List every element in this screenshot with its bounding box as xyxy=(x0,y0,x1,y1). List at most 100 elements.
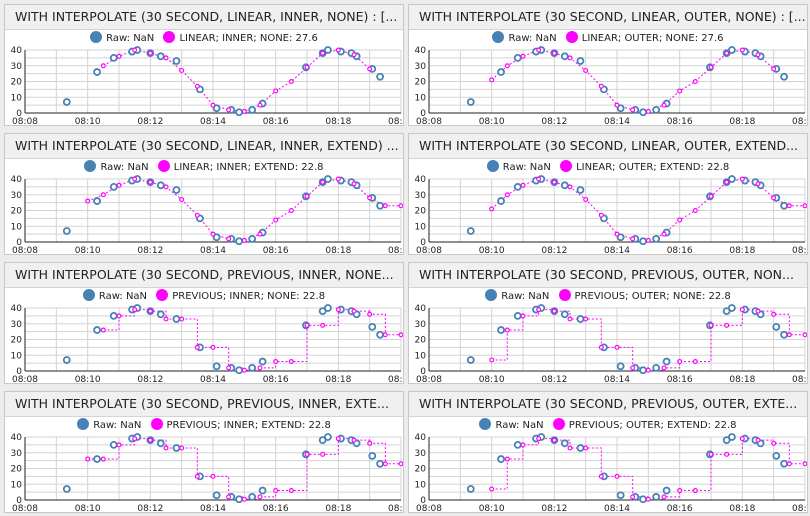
raw-point xyxy=(235,366,244,375)
raw-point xyxy=(376,330,385,339)
interp-point xyxy=(304,64,310,70)
legend-interp[interactable]: PREVIOUS; INNER; NONE: 22.8 xyxy=(156,288,325,306)
x-tick-label: 08:08 xyxy=(12,375,38,384)
x-tick-label: 08:18 xyxy=(325,117,351,126)
interp-point xyxy=(520,442,526,448)
interp-point xyxy=(147,179,153,185)
interp-point xyxy=(351,437,357,443)
raw-point xyxy=(212,491,221,500)
raw-point xyxy=(616,362,625,371)
raw-point xyxy=(248,492,257,501)
raw-point xyxy=(248,105,257,114)
x-tick-label: 08:14 xyxy=(604,117,630,126)
legend-raw[interactable]: Raw: NaN xyxy=(485,288,549,306)
interp-point xyxy=(194,212,200,218)
interp-point xyxy=(567,445,573,451)
legend-interp[interactable]: LINEAR; INNER; NONE: 27.6 xyxy=(163,30,318,48)
interp-point xyxy=(304,193,310,199)
legend-raw[interactable]: Raw: NaN xyxy=(90,30,154,48)
interp-point xyxy=(771,195,777,201)
interp-point xyxy=(598,83,604,89)
interp-point xyxy=(802,203,807,209)
interp-point xyxy=(288,359,294,365)
legend-interp[interactable]: LINEAR; OUTER; EXTEND: 22.8 xyxy=(560,159,729,177)
y-tick-label: 20 xyxy=(11,336,23,346)
interp-point xyxy=(536,436,542,442)
x-tick-label: 08:08 xyxy=(416,375,442,384)
interp-point xyxy=(163,316,169,322)
legend-raw-swatch xyxy=(90,31,103,43)
legend: Raw: NaN LINEAR; INNER; EXTEND: 22.8 xyxy=(5,159,403,177)
interp-point xyxy=(724,322,730,328)
raw-point xyxy=(652,234,661,243)
x-tick-label: 08:16 xyxy=(667,375,693,384)
legend-raw[interactable]: Raw: NaN xyxy=(82,288,147,306)
y-tick-label: 0 xyxy=(16,367,22,377)
legend-raw[interactable]: Raw: NaN xyxy=(84,159,149,177)
x-tick-label: 08:14 xyxy=(604,246,630,255)
plot-area: 0 10 20 30 40 08:08 08:10 08:12 08:14 08:16 08:18 0… xyxy=(415,175,807,255)
raw-point xyxy=(727,304,736,312)
raw-point xyxy=(497,68,505,76)
interp-point xyxy=(708,322,714,328)
y-tick-label: 40 xyxy=(11,433,23,443)
y-tick-label: 40 xyxy=(415,175,427,185)
legend-interp[interactable]: LINEAR; OUTER; NONE: 27.6 xyxy=(565,30,724,48)
x-tick-label: 08:10 xyxy=(479,504,505,513)
interp-point xyxy=(583,445,589,451)
interp-point xyxy=(100,456,106,462)
x-tick-label: 08:18 xyxy=(729,504,755,513)
raw-point xyxy=(172,57,181,65)
x-tick-label: 08:10 xyxy=(479,246,505,255)
legend-raw[interactable]: Raw: NaN xyxy=(492,30,557,48)
interp-point xyxy=(320,179,326,185)
legend-raw-label: Raw: NaN xyxy=(495,420,544,431)
legend-interp[interactable]: LINEAR; INNER; EXTEND: 22.8 xyxy=(157,159,324,177)
interp-point xyxy=(645,496,651,502)
raw-point xyxy=(727,175,736,183)
interp-point xyxy=(645,367,651,373)
raw-point xyxy=(616,233,625,242)
interp-point xyxy=(304,451,310,457)
x-tick-label: 08:12 xyxy=(541,504,567,513)
raw-point xyxy=(62,485,71,493)
interp-point xyxy=(351,52,357,58)
interp-point xyxy=(382,203,388,209)
raw-point xyxy=(639,237,648,246)
interp-point xyxy=(520,53,526,59)
interp-point xyxy=(583,67,589,73)
interp-point xyxy=(661,102,667,108)
x-tick-label: 08:20 xyxy=(388,246,404,255)
interp-point xyxy=(551,179,557,185)
raw-point xyxy=(156,310,165,319)
x-tick-label: 08:16 xyxy=(263,375,289,384)
legend-raw-label: Raw: NaN xyxy=(106,33,155,44)
legend: Raw: NaN LINEAR; OUTER; NONE: 27.6 xyxy=(409,30,807,48)
legend-interp-label: PREVIOUS; INNER; NONE: 22.8 xyxy=(172,291,326,302)
legend-interp[interactable]: PREVIOUS; INNER; EXTEND: 22.8 xyxy=(150,417,331,435)
panel-title: WITH INTERPOLATE (30 SECOND, LINEAR, OUT… xyxy=(409,5,807,30)
y-tick-label: 30 xyxy=(415,320,427,330)
legend-raw[interactable]: Raw: NaN xyxy=(486,159,551,177)
raw-point xyxy=(109,440,118,449)
interp-point xyxy=(132,307,138,313)
interp-point xyxy=(677,88,683,94)
raw-point xyxy=(513,311,522,320)
legend-raw-swatch xyxy=(486,160,499,172)
interp-point xyxy=(210,231,216,237)
legend-raw[interactable]: Raw: NaN xyxy=(77,417,141,435)
panel-title: WITH INTERPOLATE (30 SECOND, PREVIOUS, I… xyxy=(5,392,403,417)
interp-point xyxy=(367,66,373,72)
interp-point xyxy=(614,344,620,350)
raw-point xyxy=(156,52,165,61)
legend-interp[interactable]: PREVIOUS; OUTER; EXTEND: 22.8 xyxy=(552,417,737,435)
interp-point xyxy=(598,473,604,479)
interp-point xyxy=(226,236,232,242)
legend-interp[interactable]: PREVIOUS; OUTER; NONE: 22.8 xyxy=(558,288,731,306)
x-tick-label: 08:08 xyxy=(12,117,38,126)
interp-point xyxy=(692,207,698,213)
interp-point xyxy=(132,176,138,182)
chart-panel: WITH INTERPOLATE (30 SECOND, LINEAR, OUT… xyxy=(408,133,808,255)
raw-point xyxy=(639,108,648,117)
legend-raw[interactable]: Raw: NaN xyxy=(479,417,544,435)
